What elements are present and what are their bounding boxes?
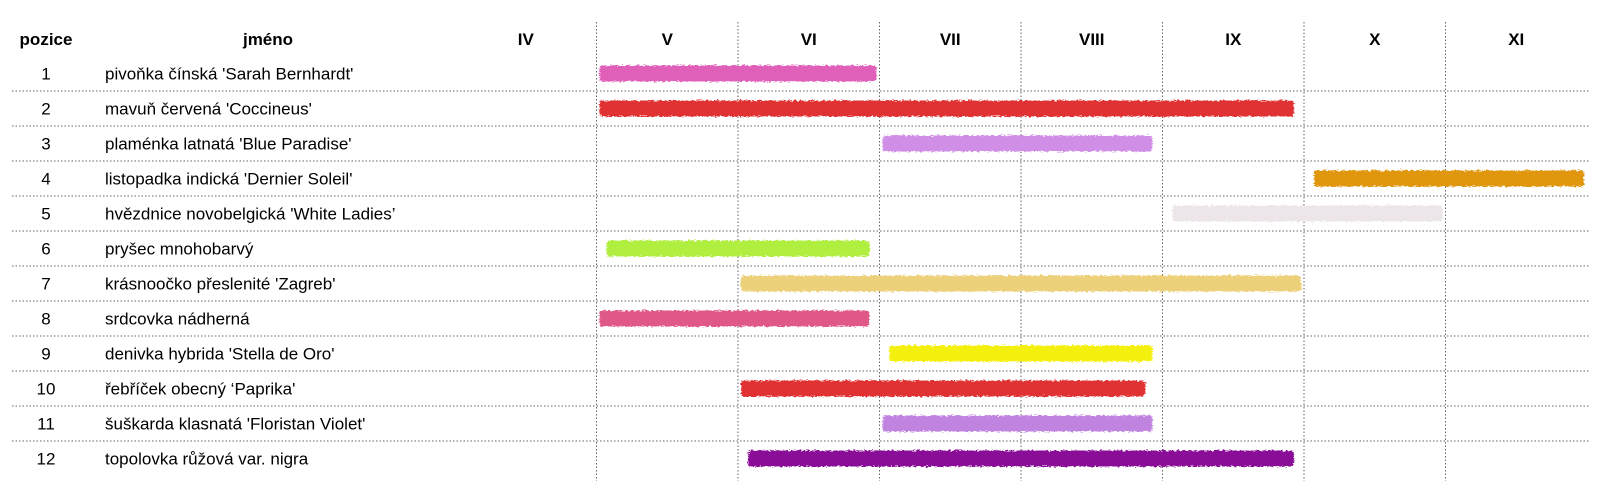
bloom-bar — [889, 345, 1153, 362]
row-position: 5 — [41, 205, 50, 224]
header-position: pozice — [20, 30, 73, 49]
bloom-bar — [882, 135, 1153, 152]
bloom-bar — [882, 415, 1153, 432]
month-header: XI — [1508, 30, 1524, 49]
header-name: jméno — [242, 30, 293, 49]
month-header: VII — [940, 30, 961, 49]
bloom-bar — [606, 240, 870, 257]
row-position: 8 — [41, 310, 50, 329]
row-position: 4 — [41, 170, 50, 189]
row-position: 6 — [41, 240, 50, 259]
month-header: V — [662, 30, 674, 49]
row-plant-name: denivka hybrida 'Stella de Oro' — [105, 345, 335, 364]
row-position: 12 — [37, 450, 56, 469]
bloom-bar — [741, 275, 1301, 292]
row-position: 3 — [41, 135, 50, 154]
bloom-bar — [1314, 170, 1584, 187]
row-plant-name: plaménka latnatá 'Blue Paradise' — [105, 135, 352, 154]
month-header: IV — [518, 30, 535, 49]
month-header: IX — [1225, 30, 1242, 49]
bloom-bar — [748, 450, 1294, 467]
row-position: 11 — [37, 415, 55, 434]
bloom-bar — [741, 380, 1146, 397]
month-header: VI — [801, 30, 817, 49]
row-plant-name: krásnoočko přeslenité 'Zagreb' — [105, 275, 335, 294]
row-position: 7 — [41, 275, 50, 294]
row-plant-name: řebříček obecný ‘Paprika' — [105, 380, 295, 399]
row-position: 10 — [37, 380, 56, 399]
month-header: X — [1369, 30, 1381, 49]
bloom-bar — [599, 65, 877, 82]
row-position: 1 — [41, 65, 50, 84]
bloom-bar — [1172, 205, 1443, 222]
bloom-bar — [599, 310, 870, 327]
row-plant-name: pryšec mnohobarvý — [105, 240, 254, 259]
row-plant-name: srdcovka nádherná — [105, 310, 250, 329]
month-header: VIII — [1079, 30, 1105, 49]
row-plant-name: topolovka růžová var. nigra — [105, 450, 309, 469]
row-plant-name: šuškarda klasnatá 'Floristan Violet' — [105, 415, 365, 434]
row-position: 2 — [41, 100, 50, 119]
row-plant-name: hvězdnice novobelgická 'White Ladies’ — [105, 205, 396, 224]
row-plant-name: pivoňka čínská 'Sarah Bernhardt' — [105, 65, 353, 84]
row-plant-name: mavuň červená 'Coccineus' — [105, 100, 312, 119]
row-plant-name: listopadka indická 'Dernier Soleil' — [105, 170, 352, 189]
bloom-bar — [599, 100, 1294, 117]
row-position: 9 — [41, 345, 50, 364]
